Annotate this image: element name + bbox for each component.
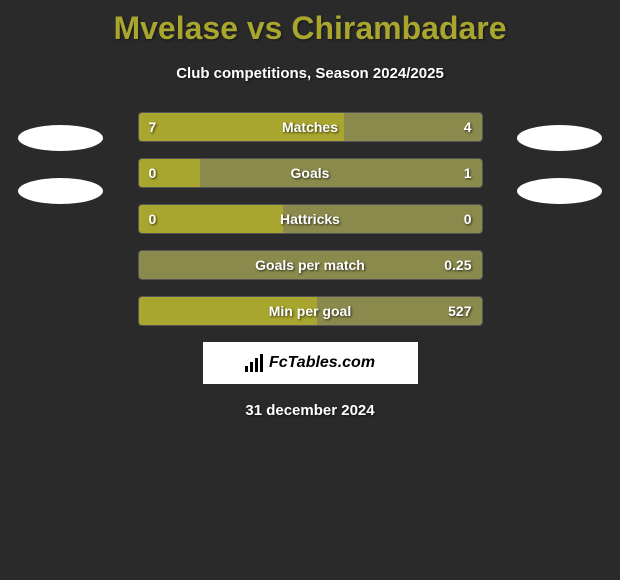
stat-label: Goals per match (255, 257, 365, 273)
stat-label: Min per goal (269, 303, 351, 319)
page-title: Mvelase vs Chirambadare (0, 0, 620, 47)
stat-row: Goals per match 0.25 (138, 250, 483, 280)
stat-label: Hattricks (280, 211, 340, 227)
logo-bars-icon (245, 354, 265, 372)
stat-value-right: 4 (464, 119, 472, 135)
stat-row: 0 Hattricks 0 (138, 204, 483, 234)
logo-text: FcTables.com (269, 354, 375, 372)
stat-value-right: 527 (448, 303, 471, 319)
player-left-avatar-1 (18, 125, 103, 151)
stat-value-right: 0 (464, 211, 472, 227)
stat-row: Min per goal 527 (138, 296, 483, 326)
logo-content: FcTables.com (245, 354, 375, 372)
player-right-avatar-2 (517, 178, 602, 204)
stat-value-left: 7 (149, 119, 157, 135)
stat-value-right: 1 (464, 165, 472, 181)
player-left-avatar-2 (18, 178, 103, 204)
stat-row: 0 Goals 1 (138, 158, 483, 188)
stat-value-left: 0 (149, 211, 157, 227)
stat-value-right: 0.25 (444, 257, 471, 273)
stat-label: Goals (291, 165, 330, 181)
stat-value-left: 0 (149, 165, 157, 181)
stat-row: 7 Matches 4 (138, 112, 483, 142)
stat-label: Matches (282, 119, 338, 135)
stat-bar-left (139, 205, 283, 233)
fctables-logo[interactable]: FcTables.com (203, 342, 418, 384)
player-right-avatar-1 (517, 125, 602, 151)
date-label: 31 december 2024 (0, 402, 620, 419)
subtitle: Club competitions, Season 2024/2025 (0, 65, 620, 82)
